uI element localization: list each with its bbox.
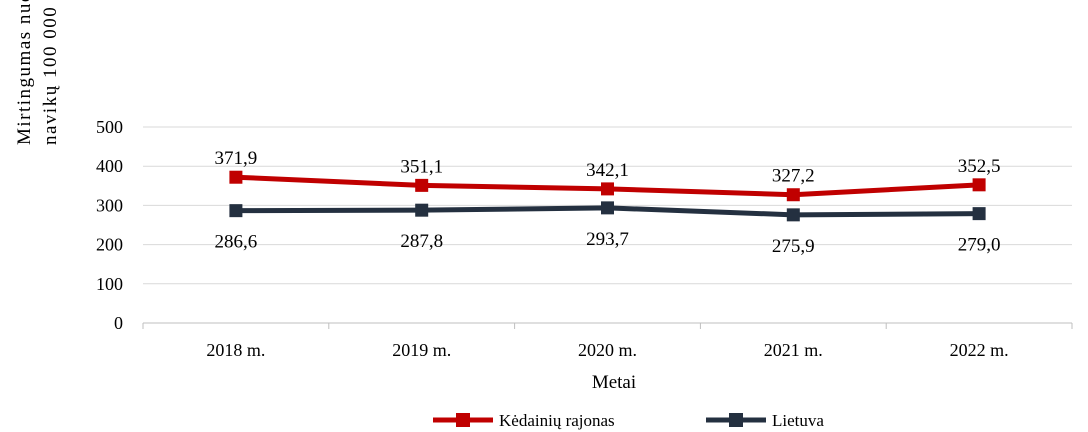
- data-label: 286,6: [215, 232, 258, 253]
- data-label: 371,9: [215, 148, 258, 169]
- data-label: 279,0: [958, 235, 1001, 256]
- data-point-marker: [415, 203, 429, 217]
- y-axis-title-line-2: navikų 100 000 gyv: [40, 0, 61, 145]
- y-tick-label: 0: [114, 313, 123, 333]
- series-lines: [229, 170, 986, 222]
- data-point-marker: [229, 204, 243, 218]
- y-axis-tick-labels: 0 100 200 300 400 500: [96, 117, 123, 333]
- legend-label: Lietuva: [772, 411, 824, 430]
- data-label: 275,9: [772, 236, 815, 257]
- x-tick-label: 2021 m.: [764, 340, 823, 360]
- data-label: 352,5: [958, 156, 1001, 177]
- data-point-marker: [786, 208, 800, 222]
- x-tick-label: 2022 m.: [950, 340, 1009, 360]
- legend-marker-swatch: [729, 413, 743, 427]
- y-axis-title: Mirtingumas nuo pikty navikų 100 000 gyv: [14, 0, 61, 145]
- data-point-marker: [972, 178, 986, 192]
- data-point-marker: [415, 178, 429, 192]
- y-tick-label: 400: [96, 156, 123, 176]
- data-point-marker: [229, 170, 243, 184]
- data-label: 293,7: [586, 229, 629, 250]
- data-label: 351,1: [400, 156, 443, 177]
- data-point-marker: [601, 182, 614, 196]
- x-axis-tick-labels: 2018 m. 2019 m. 2020 m. 2021 m. 2022 m.: [206, 340, 1008, 360]
- legend-marker-swatch: [456, 413, 470, 427]
- x-tick-label: 2020 m.: [578, 340, 637, 360]
- data-label: 327,2: [772, 166, 815, 187]
- data-point-marker: [601, 201, 614, 215]
- x-axis-tick-marks: [142, 323, 1073, 329]
- data-labels: 371,9 351,1 342,1 327,2 352,5 286,6 287,8 293,7…: [215, 148, 1001, 257]
- data-label: 342,1: [586, 160, 629, 181]
- y-tick-label: 200: [96, 235, 123, 255]
- x-axis-title: Metai: [592, 372, 636, 393]
- legend-label: Kėdainių rajonas: [499, 411, 615, 430]
- x-tick-label: 2018 m.: [206, 340, 265, 360]
- x-tick-label: 2019 m.: [392, 340, 451, 360]
- data-point-marker: [972, 207, 986, 221]
- data-label: 287,8: [400, 231, 443, 252]
- y-tick-label: 300: [96, 195, 123, 215]
- y-tick-label: 100: [96, 274, 123, 294]
- y-tick-label: 500: [96, 117, 123, 137]
- data-point-marker: [786, 188, 800, 202]
- legend: Kėdainių rajonas Lietuva: [433, 411, 824, 430]
- y-axis-title-line-1: Mirtingumas nuo pikty: [14, 0, 35, 145]
